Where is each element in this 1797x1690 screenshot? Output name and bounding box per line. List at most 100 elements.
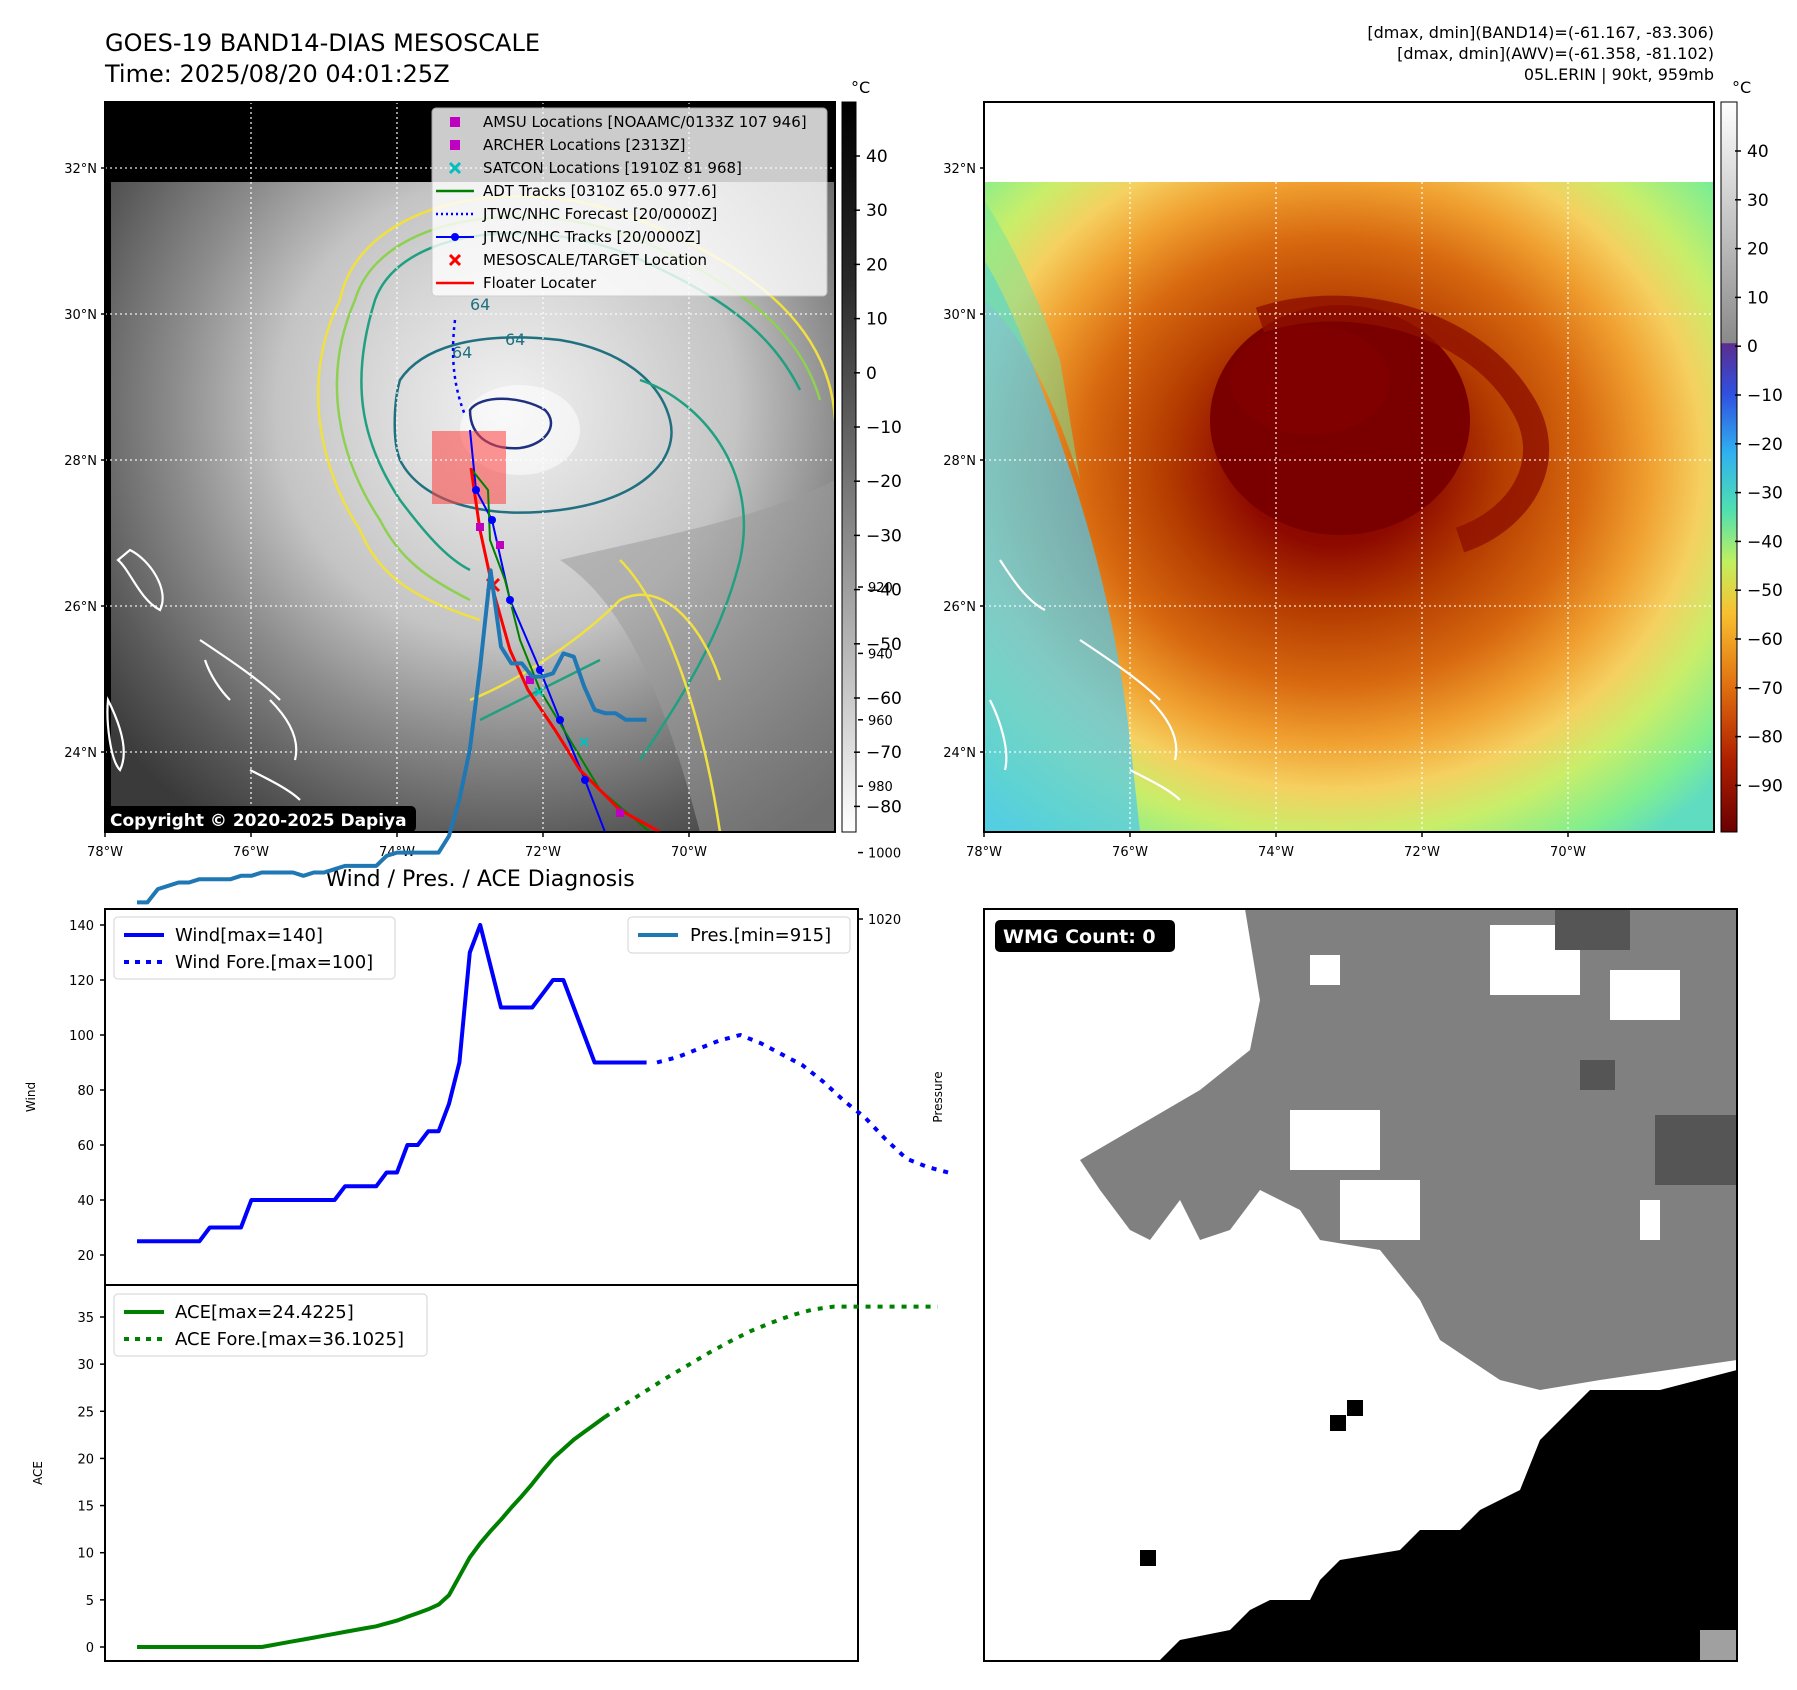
lon-label: 70°W [1550,845,1586,860]
colorbar-tick-label: 20 [866,255,888,275]
lon-label: 78°W [966,845,1002,860]
colorbar-tick-label: −80 [1747,728,1783,748]
wmg-panel: WMG Count: 0 [984,909,1737,1661]
colorbar-tick-label: −20 [1747,435,1783,455]
pres-tick-label: 1000 [868,847,901,862]
colorbar-tick-label: −70 [1747,679,1783,699]
pres-tick-label: 1020 [868,913,901,928]
legend-label: JTWC/NHC Tracks [20/0000Z] [482,228,701,246]
pressure-series-line [137,568,647,905]
colorbar-tick-label: −70 [866,743,902,763]
map-legend: AMSU Locations [NOAAMC/0133Z 107 946] ARC… [431,107,828,297]
ace-tick-label: 15 [77,1500,94,1515]
pressure-ylabel: Pressure [931,1071,945,1122]
colorbar-tick-label: 40 [866,147,888,167]
left-map-frame [104,101,836,833]
pres-tick-label: 940 [868,647,893,662]
wind-legend-label: Wind[max=140] [175,925,323,946]
ace-tick-label: 30 [77,1358,94,1373]
colorbar-tick-label: 30 [866,201,888,221]
color-colorbar-ticks: 40 30 20 10 0 −10 −20 −30 −40 −50 −60 −70 −80 −90 [1735,142,1783,796]
pres-tick-label: 920 [868,581,893,596]
ace-forecast-line [603,1304,938,1419]
legend-label: JTWC/NHC Forecast [20/0000Z] [482,205,717,223]
colorbar-tick-label: −80 [866,797,902,817]
ace-tick-label: 5 [86,1594,94,1609]
legend-label: Floater Locater [483,274,597,292]
ace-tick-label: 35 [77,1311,94,1326]
lon-label: 78°W [87,845,123,860]
stats-band14: [dmax, dmin](BAND14)=(-61.167, -83.306) [1367,23,1714,42]
lat-label: 28°N [64,454,97,469]
lat-label: 26°N [64,600,97,615]
wind-tick-label: 40 [77,1194,94,1209]
legend-entry: JTWC/NHC Tracks [20/0000Z] [436,228,701,246]
copyright-label: Copyright © 2020-2025 Dapiya [110,811,407,831]
legend-entry: ADT Tracks [0310Z 65.0 977.6] [436,182,717,200]
ace-legend-label: ACE[max=24.4225] [175,1302,354,1323]
colorbar-tick-label: −50 [866,635,902,655]
lon-label: 70°W [671,845,707,860]
colorbar-tick-label: −20 [866,472,902,492]
legend-entry: SATCON Locations [1910Z 81 968] [448,159,742,177]
gray-colorbar [841,101,857,833]
colorbar-tick-label: −60 [866,689,902,709]
pres-legend: Pres.[min=915] [627,916,851,954]
adt-track [471,469,651,832]
ir-color-map [984,102,1714,832]
floater-box [432,431,506,504]
lat-label: 30°N [64,308,97,323]
lon-label: 72°W [1404,845,1440,860]
lat-label: 30°N [943,308,976,323]
lat-label: 28°N [943,454,976,469]
wind-tick-label: 100 [69,1029,94,1044]
lat-label: 26°N [943,600,976,615]
ace-tick-label: 0 [86,1641,94,1656]
colorbar-tick-label: 30 [1747,191,1769,211]
wind-tick-label: 60 [77,1139,94,1154]
gray-colorbar-unit: °C [851,78,870,97]
ace-legend: ACE[max=24.4225] ACE Fore.[max=36.1025] [113,1293,428,1357]
ace-panel: 35 30 25 20 15 10 5 0 [77,1304,938,1656]
colorbar-tick-label: 10 [866,310,888,330]
colorbar-tick-label: 0 [1747,337,1758,357]
colorbar-tick-label: 0 [866,364,877,384]
left-lat-labels: 32°N 30°N 28°N 26°N 24°N [64,162,105,761]
colorbar-tick-label: −40 [1747,532,1783,552]
lat-label: 32°N [943,162,976,177]
lon-label: 76°W [233,845,269,860]
lat-label: 32°N [64,162,97,177]
ace-ylabel: ACE [31,1461,45,1485]
contour-label-3: 64 [470,295,490,314]
lon-label: 74°W [1258,845,1294,860]
ace-series-line [137,1415,607,1649]
ace-tick-label: 20 [77,1452,94,1467]
left-lon-labels: 78°W 76°W 74°W 72°W 70°W [87,832,707,860]
main-title: GOES-19 BAND14-DIAS MESOSCALE [105,29,540,57]
diagnosis-title: Wind / Pres. / ACE Diagnosis [325,867,634,892]
legend-label: MESOSCALE/TARGET Location [483,251,707,269]
color-colorbar-unit: °C [1732,78,1751,97]
colorbar-tick-label: −90 [1747,776,1783,796]
legend-entry: MESOSCALE/TARGET Location [448,251,707,269]
ace-tick-label: 25 [77,1405,94,1420]
color-colorbar [1720,101,1738,833]
wind-tick-label: 120 [69,974,94,989]
colorbar-tick-label: 10 [1747,288,1769,308]
wind-series-line [137,923,647,1244]
right-map-grid [984,102,1714,832]
floater-track [469,467,661,832]
gray-colorbar-ticks: 40 30 20 10 0 −10 −20 −30 −40 −50 −60 −70 −80 [854,147,902,817]
stats-awv: [dmax, dmin](AWV)=(-61.358, -81.102) [1397,44,1714,63]
legend-label: AMSU Locations [NOAAMC/0133Z 107 946] [483,113,807,131]
legend-entry: ARCHER Locations [2313Z] [450,136,686,154]
colorbar-tick-label: −50 [1747,581,1783,601]
ace-fore-legend-label: ACE Fore.[max=36.1025] [175,1329,404,1350]
wind-legend: Wind[max=140] Wind Fore.[max=100] [113,916,396,980]
pres-tick-label: 980 [868,780,893,795]
colorbar-tick-label: −40 [866,581,902,601]
pres-tick-label: 960 [868,714,893,729]
contour-label-1: 64 [452,343,472,362]
ace-tick-label: 10 [77,1547,94,1562]
